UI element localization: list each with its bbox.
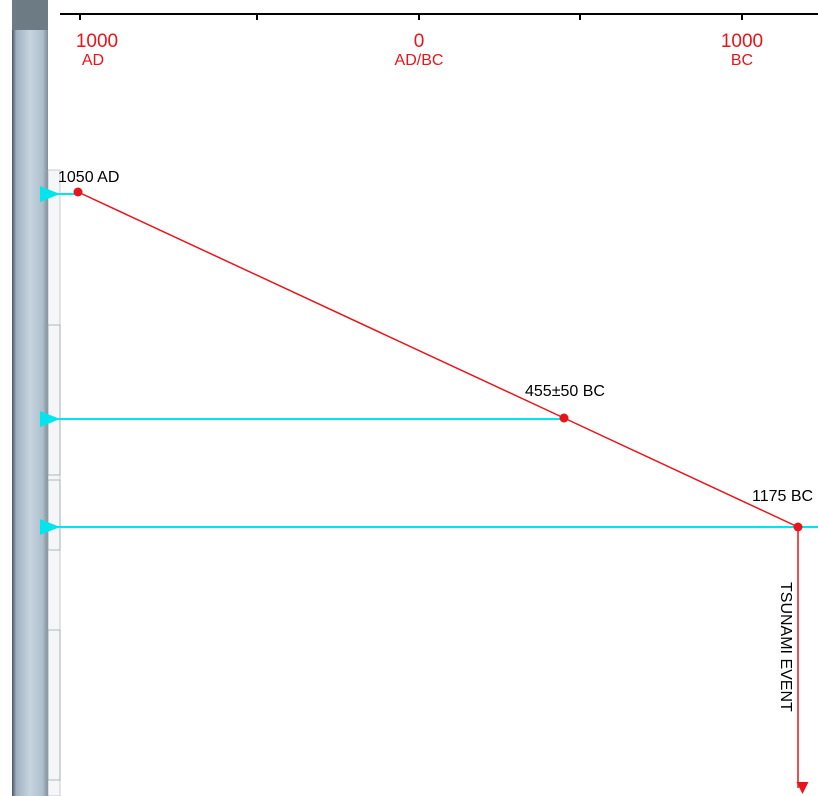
age-model-line [77,191,799,528]
tick-era: BC [731,52,753,69]
core-top [12,0,48,30]
tick-label: 1000 [76,31,118,52]
event-label: TSUNAMI EVENT [777,582,794,712]
point-label: 455±50 BC [525,383,605,400]
point-label: 1050 AD [58,169,119,186]
depth-arrows [40,186,818,535]
points [73,187,803,532]
core-box [47,479,61,551]
tick-label: 0 [414,31,425,52]
core-box [47,324,61,476]
core-strip [47,169,61,796]
axis [60,13,818,20]
point-label: 1175 BC [752,488,813,505]
core-box [47,629,61,781]
tick-label: 1000 [721,31,763,52]
tick-era: AD [82,52,104,69]
tick-era: AD/BC [395,52,444,69]
core [12,0,48,796]
